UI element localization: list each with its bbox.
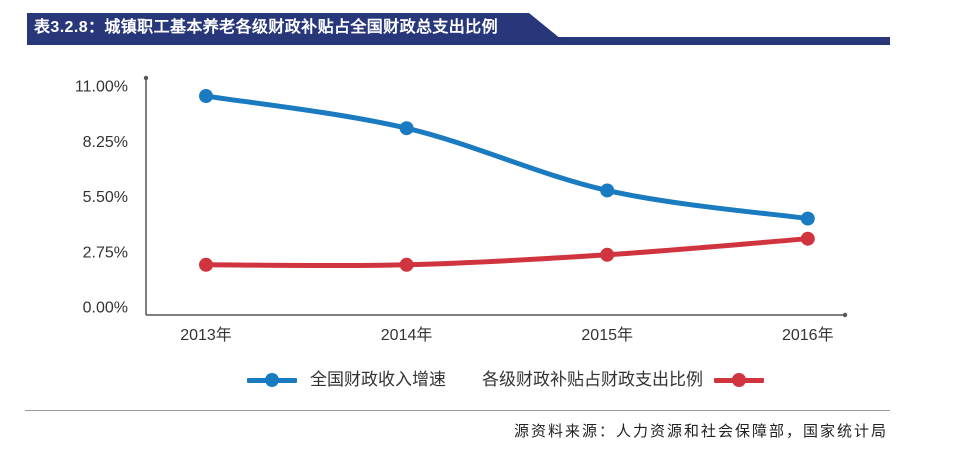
legend-dot-icon	[732, 373, 746, 387]
series-line-2	[203, 236, 811, 269]
header-banner: 表3.2.8：城镇职工基本养老各级财政补贴占全国财政总支出比例	[27, 13, 567, 44]
series-1-point-2014年	[399, 121, 414, 136]
source-note: 源资料来源：人力资源和社会保障部，国家统计局	[513, 422, 888, 440]
y-tick-label: 0.00%	[83, 300, 128, 317]
x-tick-label: 2016年	[782, 326, 834, 344]
series-line-1	[203, 93, 811, 222]
series-2-point-2015年	[600, 247, 615, 262]
footer-divider	[25, 410, 890, 411]
legend-item-subsidy-ratio: 各级财政补贴占财政支出比例	[482, 369, 764, 391]
series-group	[199, 89, 815, 272]
series-1-point-2016年	[800, 211, 815, 226]
x-tick-label: 2014年	[381, 326, 433, 344]
legend-label-subsidy-ratio: 各级财政补贴占财政支出比例	[482, 370, 703, 389]
x-tick-label: 2015年	[581, 326, 633, 344]
y-tick-labels: 0.00% 2.75% 5.50% 8.25% 11.00%	[75, 79, 128, 317]
y-axis-end-dot	[143, 75, 149, 81]
series-2-point-2014年	[399, 257, 414, 272]
chart-title: 表3.2.8：城镇职工基本养老各级财政补贴占全国财政总支出比例	[34, 19, 498, 36]
x-tick-label: 2013年	[180, 326, 232, 344]
legend-item-revenue-growth: 全国财政收入增速	[247, 369, 446, 391]
y-tick-label: 2.75%	[83, 244, 128, 261]
series-2-point-2013年	[199, 257, 213, 272]
series-1-point-2013年	[199, 89, 213, 104]
legend-swatch-revenue-growth	[247, 369, 297, 391]
x-tick-labels: 2013年 2014年 2015年 2016年	[180, 326, 833, 344]
legend-swatch-subsidy-ratio	[714, 369, 764, 391]
y-tick-label: 5.50%	[83, 189, 128, 206]
x-axis-end-dot	[842, 312, 848, 318]
legend-dot-icon	[265, 373, 279, 387]
series-2-point-2016年	[800, 231, 815, 246]
legend-label-revenue-growth: 全国财政收入增速	[310, 370, 446, 389]
y-tick-label: 11.00%	[75, 79, 128, 96]
series-1-point-2015年	[600, 183, 615, 198]
y-tick-label: 8.25%	[83, 134, 128, 151]
